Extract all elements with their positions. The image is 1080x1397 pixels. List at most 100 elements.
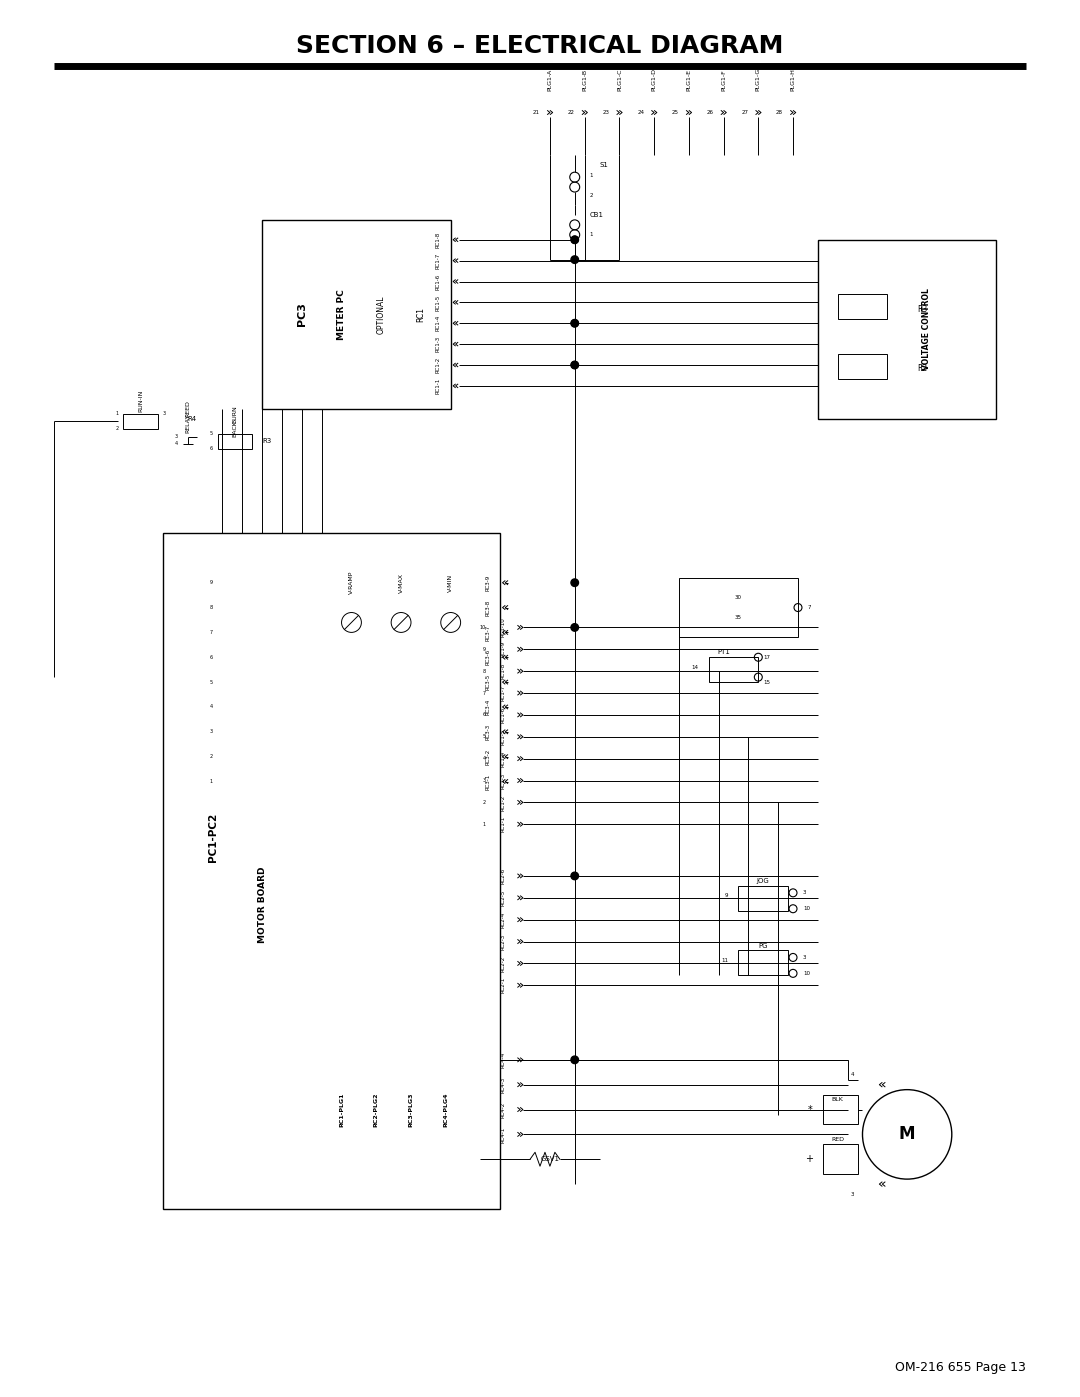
Text: RC3-PLG3: RC3-PLG3 [408, 1092, 414, 1127]
Text: 4: 4 [210, 704, 213, 710]
Text: 1: 1 [590, 232, 593, 237]
Text: 22: 22 [568, 110, 575, 115]
Text: 1: 1 [590, 173, 593, 177]
Text: RC1-10: RC1-10 [500, 617, 505, 637]
Text: RC1-2: RC1-2 [435, 356, 441, 373]
Text: 28: 28 [777, 110, 783, 115]
Text: 6: 6 [210, 446, 213, 451]
Text: PLG1-H: PLG1-H [791, 68, 796, 91]
Text: 1: 1 [116, 411, 119, 416]
Text: 10: 10 [480, 624, 485, 630]
Circle shape [571, 320, 579, 327]
Text: 7: 7 [210, 630, 213, 634]
Text: CB1: CB1 [590, 212, 604, 218]
Text: V-RAMP: V-RAMP [349, 571, 354, 594]
Text: RED: RED [832, 1137, 845, 1141]
Text: 3: 3 [163, 411, 166, 416]
Text: RC2-3: RC2-3 [500, 933, 505, 950]
Text: V-MAX: V-MAX [399, 573, 404, 592]
Text: PLG1-A: PLG1-A [548, 68, 553, 91]
Text: 7: 7 [483, 690, 485, 696]
Text: 1: 1 [210, 780, 213, 784]
Text: PG: PG [758, 943, 768, 949]
Text: BACK: BACK [232, 420, 238, 437]
Text: 1: 1 [483, 821, 485, 827]
Text: OM-216 655 Page 13: OM-216 655 Page 13 [895, 1362, 1026, 1375]
Text: 3: 3 [210, 729, 213, 735]
Text: PT1: PT1 [717, 650, 730, 655]
Circle shape [571, 362, 579, 369]
Bar [679, 578, 798, 637]
Text: PLG1-B: PLG1-B [582, 68, 588, 91]
Text: MOTOR BOARD: MOTOR BOARD [258, 866, 267, 943]
Text: RC3-8: RC3-8 [485, 599, 490, 616]
Text: BLK: BLK [832, 1097, 843, 1102]
Circle shape [571, 320, 578, 327]
Text: 26: 26 [706, 110, 714, 115]
Text: RC1-3: RC1-3 [435, 337, 441, 352]
Circle shape [571, 623, 579, 631]
Text: RC3-4: RC3-4 [485, 698, 490, 715]
Text: RC2-PLG2: RC2-PLG2 [374, 1092, 379, 1127]
Text: RC3-9: RC3-9 [485, 574, 490, 591]
Text: RC3-3: RC3-3 [485, 724, 490, 740]
Text: RC1-2: RC1-2 [500, 795, 505, 810]
Bar [708, 657, 758, 682]
Text: RC1-6: RC1-6 [500, 707, 505, 724]
Text: PLG1-C: PLG1-C [617, 68, 622, 91]
Text: RC1-PLG1: RC1-PLG1 [339, 1092, 345, 1127]
Text: 10: 10 [802, 907, 810, 911]
Text: RC1-8: RC1-8 [435, 232, 441, 247]
Bar [123, 414, 158, 429]
Text: 3: 3 [851, 1192, 854, 1196]
Text: S1: S1 [599, 162, 608, 168]
Text: SECTION 6 – ELECTRICAL DIAGRAM: SECTION 6 – ELECTRICAL DIAGRAM [296, 34, 784, 57]
Text: RC4-PLG4: RC4-PLG4 [443, 1092, 448, 1127]
Text: RC1: RC1 [417, 307, 426, 321]
Text: RC1-4: RC1-4 [500, 750, 505, 767]
Text: 2: 2 [116, 426, 119, 432]
Text: R2: R2 [917, 365, 928, 373]
Text: RC3-2: RC3-2 [485, 749, 490, 764]
Text: 8: 8 [483, 669, 485, 673]
Text: 10: 10 [802, 971, 810, 977]
Text: RC1-7: RC1-7 [500, 685, 505, 701]
Text: 9: 9 [725, 893, 729, 898]
Text: 2: 2 [483, 800, 485, 805]
Text: RC2-2: RC2-2 [500, 956, 505, 971]
Text: RUN-IN: RUN-IN [138, 390, 144, 412]
Text: 14: 14 [692, 665, 699, 669]
Text: 27: 27 [741, 110, 748, 115]
Text: METER PC: METER PC [337, 289, 346, 339]
Text: VOLTAGE CONTROL: VOLTAGE CONTROL [922, 288, 931, 370]
Text: RELAY: RELAY [186, 414, 190, 433]
Text: R4: R4 [188, 416, 197, 422]
Text: PLG1-G: PLG1-G [756, 67, 760, 91]
Text: PC3: PC3 [297, 302, 307, 327]
Text: 25: 25 [672, 110, 679, 115]
Text: RC1-3: RC1-3 [500, 773, 505, 789]
Bar [838, 295, 888, 320]
Text: 17: 17 [764, 655, 770, 659]
Text: 5: 5 [483, 735, 485, 739]
Text: RC4-4: RC4-4 [500, 1052, 505, 1067]
Text: 3: 3 [802, 956, 807, 960]
Text: PC1-PC2: PC1-PC2 [207, 813, 217, 862]
Text: RC3-5: RC3-5 [485, 673, 490, 690]
Text: GSV1: GSV1 [540, 1157, 559, 1162]
Text: RC3-1: RC3-1 [485, 774, 490, 789]
Text: 2: 2 [210, 754, 213, 759]
Text: R3: R3 [917, 305, 928, 314]
Text: RC1-8: RC1-8 [500, 664, 505, 679]
Text: RC1-1: RC1-1 [500, 816, 505, 833]
Text: RC1-5: RC1-5 [500, 729, 505, 745]
Text: REED: REED [186, 401, 190, 418]
Bar [217, 433, 253, 448]
Text: RC1-9: RC1-9 [500, 641, 505, 658]
Text: RC1-7: RC1-7 [435, 253, 441, 268]
Text: OPTIONAL: OPTIONAL [377, 295, 386, 334]
Bar [739, 950, 788, 975]
Text: RC1-1: RC1-1 [435, 377, 441, 394]
Text: 5: 5 [210, 432, 213, 436]
Text: 3: 3 [175, 434, 178, 439]
